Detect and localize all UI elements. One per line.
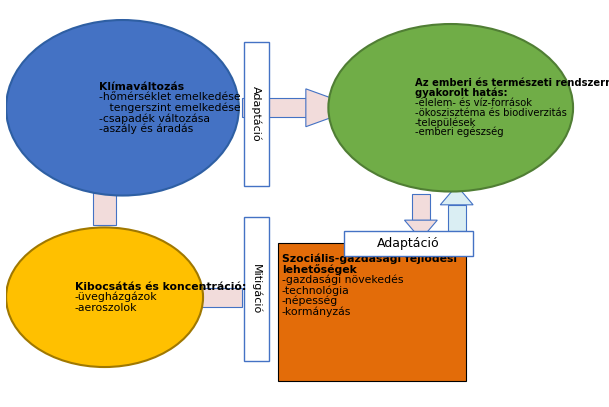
Ellipse shape [6, 20, 239, 195]
FancyBboxPatch shape [278, 243, 466, 381]
Text: tengerszint emelkedése: tengerszint emelkedése [99, 103, 240, 113]
Text: gyakorolt hatás:: gyakorolt hatás: [415, 88, 507, 98]
Polygon shape [440, 186, 473, 205]
Ellipse shape [6, 228, 203, 367]
Text: -csapadék változása: -csapadék változása [99, 113, 209, 124]
Text: -gazdasági növekedés: -gazdasági növekedés [282, 274, 403, 285]
Bar [412, 193, 430, 220]
FancyBboxPatch shape [244, 217, 269, 361]
Text: -élelem- és víz-források: -élelem- és víz-források [415, 98, 532, 108]
Text: -népesség: -népesség [282, 295, 338, 306]
Text: -kormányzás: -kormányzás [282, 306, 351, 317]
Bar [180, 288, 242, 307]
FancyBboxPatch shape [244, 42, 269, 186]
Text: -emberi egészség: -emberi egészség [415, 127, 504, 138]
Text: Adaptáció: Adaptáció [378, 237, 440, 250]
Polygon shape [306, 89, 358, 127]
Text: -ökoszisztéma és biodiverzitás: -ökoszisztéma és biodiverzitás [415, 107, 567, 118]
Text: Mitigáció: Mitigáció [251, 264, 261, 314]
Text: -hőmérséklet emelkedése: -hőmérséklet emelkedése [99, 92, 240, 102]
Polygon shape [404, 220, 437, 239]
Text: Klímaváltozás: Klímaváltozás [99, 82, 184, 92]
Text: -üvegházgázok: -üvegházgázok [75, 292, 157, 302]
FancyBboxPatch shape [345, 232, 473, 256]
Text: Az emberi és természeti rendszerre: Az emberi és természeti rendszerre [415, 79, 609, 88]
Text: lehetőségek: lehetőségek [282, 264, 357, 275]
Text: Adaptáció: Adaptáció [251, 86, 261, 142]
Polygon shape [82, 142, 127, 173]
Text: -technológia: -technológia [282, 285, 350, 295]
Text: -aeroszolok: -aeroszolok [75, 303, 137, 313]
Text: Kibocsátás és koncentráció:: Kibocsátás és koncentráció: [75, 282, 246, 292]
Bar [242, 98, 306, 117]
Bar [448, 205, 466, 232]
Text: Szociális-gazdasági fejlődési: Szociális-gazdasági fejlődési [282, 253, 457, 264]
Polygon shape [128, 278, 180, 316]
Text: -aszály és áradás: -aszály és áradás [99, 124, 193, 134]
Bar [93, 173, 116, 225]
Text: -települések: -települések [415, 117, 476, 128]
Ellipse shape [328, 24, 573, 192]
